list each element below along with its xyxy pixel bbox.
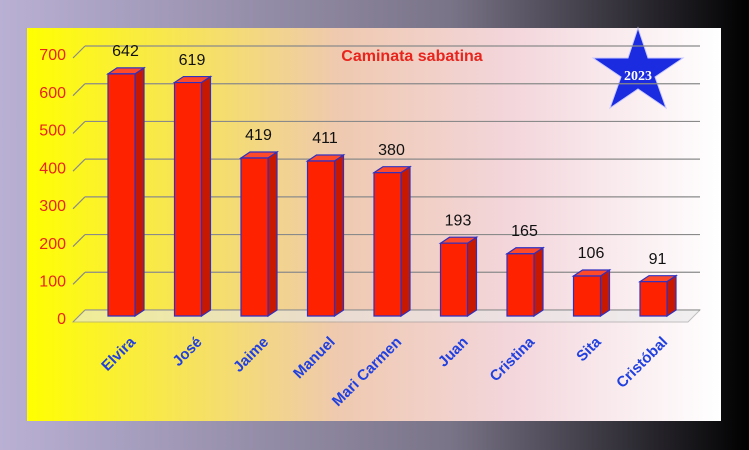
bar-face xyxy=(533,246,544,318)
bar-face xyxy=(599,268,611,318)
value-label: 380 xyxy=(378,142,405,159)
value-label: 165 xyxy=(511,223,538,240)
grid-line xyxy=(72,45,86,59)
star-label: 2023 xyxy=(624,69,652,84)
bar xyxy=(505,246,545,318)
y-tick-label: 400 xyxy=(39,160,66,177)
y-tick-label: 700 xyxy=(39,47,66,64)
bar xyxy=(438,236,479,318)
grid-line xyxy=(72,121,86,134)
bar xyxy=(305,153,346,318)
bar-face xyxy=(572,275,602,317)
bar-face xyxy=(333,153,345,318)
grid-line xyxy=(72,234,86,247)
bar xyxy=(372,165,412,318)
grid-line xyxy=(72,196,86,210)
bar-face xyxy=(107,73,136,317)
grid-line xyxy=(72,271,86,285)
value-label: 106 xyxy=(578,245,605,262)
bar-face xyxy=(134,66,145,318)
bar xyxy=(571,268,612,318)
chart-title: Caminata sabatina xyxy=(341,48,482,65)
value-label: 619 xyxy=(179,52,206,69)
bar-face xyxy=(506,253,535,317)
star xyxy=(591,26,685,110)
value-label: 193 xyxy=(445,212,472,229)
y-tick-label: 0 xyxy=(57,311,66,328)
y-tick-label: 100 xyxy=(39,274,66,291)
bar-face xyxy=(240,157,269,317)
value-label: 411 xyxy=(312,130,338,147)
bar-face xyxy=(400,165,411,318)
value-label: 642 xyxy=(112,43,139,60)
value-label: 419 xyxy=(245,127,272,144)
bar-face xyxy=(173,81,203,317)
y-tick-label: 300 xyxy=(39,198,66,215)
bar xyxy=(239,150,279,318)
grid-line xyxy=(72,158,86,172)
bar-face xyxy=(267,150,278,318)
bar-face xyxy=(466,236,478,318)
value-label: 91 xyxy=(649,251,667,268)
bar xyxy=(638,274,678,318)
bar-face xyxy=(639,281,668,317)
bar xyxy=(172,75,213,318)
bar-face xyxy=(666,274,677,318)
bar-face xyxy=(373,172,402,317)
grid-line xyxy=(72,83,86,97)
y-tick-label: 600 xyxy=(39,85,66,102)
bar-face xyxy=(200,75,212,318)
bar-face xyxy=(439,242,469,317)
bar-face xyxy=(306,160,336,317)
y-tick-label: 500 xyxy=(39,123,66,140)
y-tick-label: 200 xyxy=(39,236,66,253)
bar xyxy=(106,66,146,318)
